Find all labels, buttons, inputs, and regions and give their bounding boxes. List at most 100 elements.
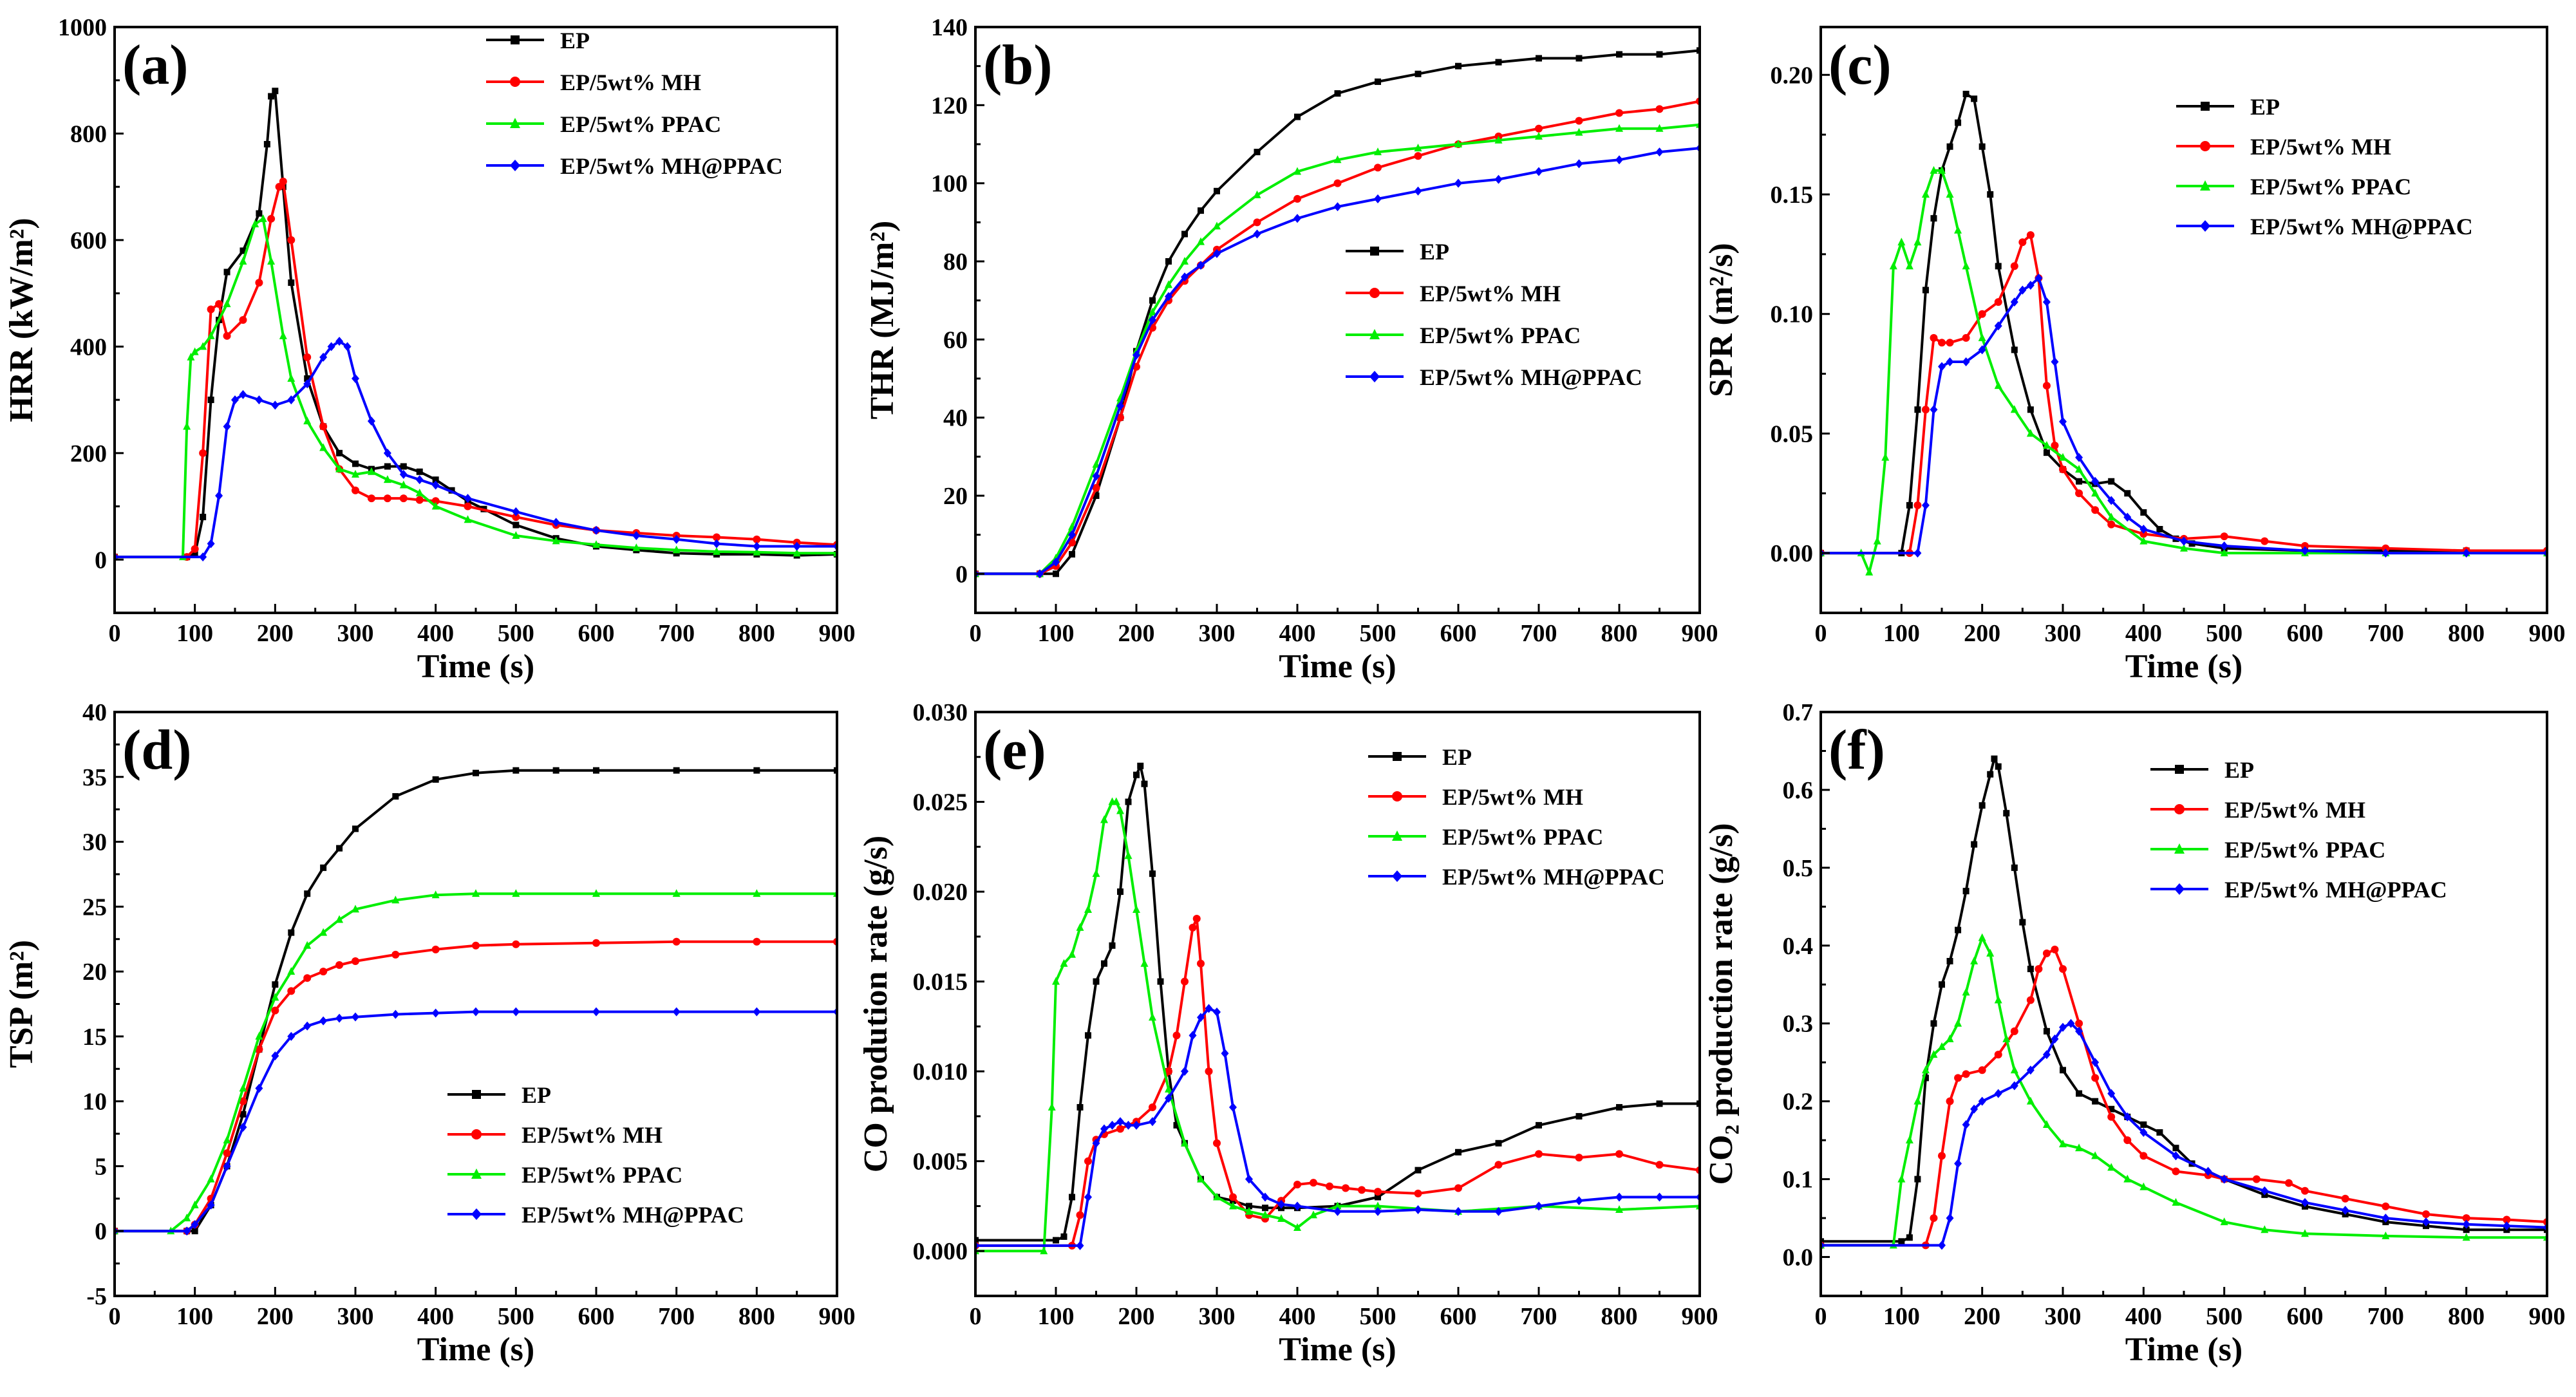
data-point-b-3-16 bbox=[1414, 186, 1422, 196]
series-line-c-1 bbox=[1821, 234, 2547, 555]
data-point-b-2-8 bbox=[1165, 280, 1172, 288]
data-point-d-1-11 bbox=[335, 961, 344, 970]
data-point-c-2-21 bbox=[2075, 465, 2083, 473]
data-point-a-2-5 bbox=[199, 342, 207, 350]
data-point-e-0-31 bbox=[1536, 1121, 1542, 1129]
data-point-f-0-15 bbox=[2003, 810, 2010, 817]
data-point-c-1-9 bbox=[1994, 298, 2002, 306]
data-point-a-2-11 bbox=[267, 257, 276, 265]
data-point-f-0-22 bbox=[2092, 1098, 2099, 1105]
data-point-e-0-22 bbox=[1246, 1203, 1252, 1210]
data-point-f-1-15 bbox=[2075, 1019, 2083, 1027]
data-point-b-0-9 bbox=[1181, 230, 1188, 238]
data-point-f-3-16 bbox=[2107, 1089, 2116, 1098]
data-point-e-0-27 bbox=[1375, 1194, 1381, 1201]
data-point-e-0-8 bbox=[1109, 942, 1116, 949]
data-point-d-3-12 bbox=[352, 1012, 359, 1022]
data-point-c-2-3 bbox=[1873, 536, 1881, 545]
data-point-f-0-35 bbox=[2463, 1226, 2470, 1233]
data-point-f-1-4 bbox=[1946, 1097, 1954, 1105]
series-d-3 bbox=[115, 1007, 837, 1236]
data-point-b-1-21 bbox=[1615, 109, 1623, 117]
data-point-d-2-7 bbox=[255, 1031, 263, 1040]
series-line-d-2 bbox=[115, 892, 837, 1233]
data-point-c-1-20 bbox=[2139, 530, 2148, 538]
y-tick-label-d-6: 25 bbox=[82, 894, 107, 921]
data-point-c-1-2 bbox=[1913, 501, 1922, 509]
data-point-d-3-1 bbox=[183, 1226, 191, 1236]
y-tick-label-f-3: 0.3 bbox=[1783, 1011, 1814, 1038]
y-tick-label-a-3: 600 bbox=[70, 227, 107, 254]
data-point-a-1-19 bbox=[399, 494, 408, 503]
y-tick-label-f-0: 0.0 bbox=[1783, 1244, 1814, 1271]
data-point-d-2-5 bbox=[223, 1136, 231, 1144]
data-point-f-2-20 bbox=[2075, 1143, 2083, 1152]
data-point-e-0-32 bbox=[1575, 1112, 1583, 1120]
data-point-e-0-11 bbox=[1133, 771, 1140, 778]
data-point-b-0-4 bbox=[1093, 492, 1100, 499]
data-point-a-2-3 bbox=[187, 352, 195, 361]
data-point-c-2-23 bbox=[2107, 512, 2116, 521]
data-point-c-1-14 bbox=[2042, 382, 2051, 390]
legend-label-b-3: EP/5wt% MH@PPAC bbox=[1420, 364, 1642, 390]
data-point-a-2-14 bbox=[303, 417, 312, 425]
data-point-a-1-14 bbox=[319, 422, 328, 431]
legend-marker-f-0 bbox=[2175, 765, 2184, 774]
y-tick-label-f-6: 0.6 bbox=[1783, 777, 1814, 804]
data-point-c-3-24 bbox=[2382, 548, 2390, 558]
data-point-a-0-20 bbox=[400, 463, 407, 470]
data-point-f-2-18 bbox=[2042, 1120, 2051, 1128]
panel-label-b: (b) bbox=[983, 34, 1053, 97]
data-point-c-0-2 bbox=[1906, 502, 1913, 509]
data-point-f-0-1 bbox=[1898, 1238, 1905, 1245]
data-point-a-0-13 bbox=[288, 279, 295, 286]
series-f-3 bbox=[1821, 1018, 2547, 1250]
data-point-e-2-2 bbox=[1048, 1102, 1056, 1111]
data-point-e-2-6 bbox=[1076, 923, 1084, 931]
data-point-d-3-9 bbox=[303, 1021, 312, 1031]
data-point-e-0-13 bbox=[1141, 780, 1148, 787]
x-tick-label-f-9: 900 bbox=[2529, 1303, 2566, 1330]
data-point-f-1-25 bbox=[2301, 1186, 2309, 1195]
data-point-e-2-21 bbox=[1229, 1201, 1237, 1210]
x-tick-label-b-3: 300 bbox=[1199, 620, 1236, 647]
y-tick-label-c-0: 0.00 bbox=[1771, 540, 1814, 567]
data-point-a-3-25 bbox=[632, 531, 641, 541]
x-tick-label-c-0: 0 bbox=[1815, 620, 1827, 647]
data-point-f-1-14 bbox=[2059, 965, 2067, 973]
data-point-e-1-16 bbox=[1213, 1139, 1221, 1147]
data-point-c-0-4 bbox=[1922, 286, 1929, 294]
y-tick-label-d-5: 20 bbox=[82, 959, 107, 986]
data-point-f-3-18 bbox=[2139, 1128, 2148, 1138]
data-point-b-2-20 bbox=[1575, 127, 1583, 136]
data-point-a-3-5 bbox=[231, 395, 239, 405]
data-point-a-2-21 bbox=[415, 488, 424, 496]
x-axis-title-d: Time (s) bbox=[417, 1331, 534, 1368]
data-point-d-3-15 bbox=[472, 1007, 480, 1017]
data-point-f-0-25 bbox=[2140, 1121, 2147, 1128]
data-point-e-2-26 bbox=[1310, 1210, 1317, 1219]
data-point-f-1-10 bbox=[2026, 996, 2035, 1004]
y-tick-label-f-2: 0.2 bbox=[1783, 1089, 1814, 1116]
data-point-c-2-10 bbox=[1930, 165, 1938, 174]
data-point-b-1-3 bbox=[1068, 538, 1076, 547]
data-point-b-0-7 bbox=[1149, 297, 1156, 304]
data-point-f-2-17 bbox=[2026, 1096, 2035, 1105]
data-point-d-0-11 bbox=[336, 845, 343, 852]
legend-b: EP EP/5wt% MH EP/5wt% PPAC EP/5wt% MH@PPAC bbox=[1346, 239, 1642, 390]
data-point-d-1-5 bbox=[239, 1097, 247, 1105]
data-point-b-3-9 bbox=[1181, 272, 1189, 282]
data-point-a-2-19 bbox=[383, 475, 391, 483]
data-point-a-1-4 bbox=[207, 305, 215, 314]
data-point-a-1-17 bbox=[367, 494, 375, 503]
x-tick-label-e-8: 800 bbox=[1601, 1303, 1638, 1330]
x-axis-title-e: Time (s) bbox=[1279, 1331, 1396, 1368]
legend-f: EP EP/5wt% MH EP/5wt% PPAC EP/5wt% MH@PPAC bbox=[2150, 757, 2447, 903]
data-point-b-0-16 bbox=[1415, 70, 1422, 77]
legend-marker-c-3 bbox=[2200, 220, 2210, 232]
data-point-a-0-21 bbox=[416, 468, 423, 475]
data-point-b-3-21 bbox=[1615, 155, 1623, 165]
data-point-e-3-21 bbox=[1293, 1201, 1301, 1211]
x-tick-label-b-0: 0 bbox=[970, 620, 982, 647]
data-point-b-0-10 bbox=[1198, 207, 1204, 214]
